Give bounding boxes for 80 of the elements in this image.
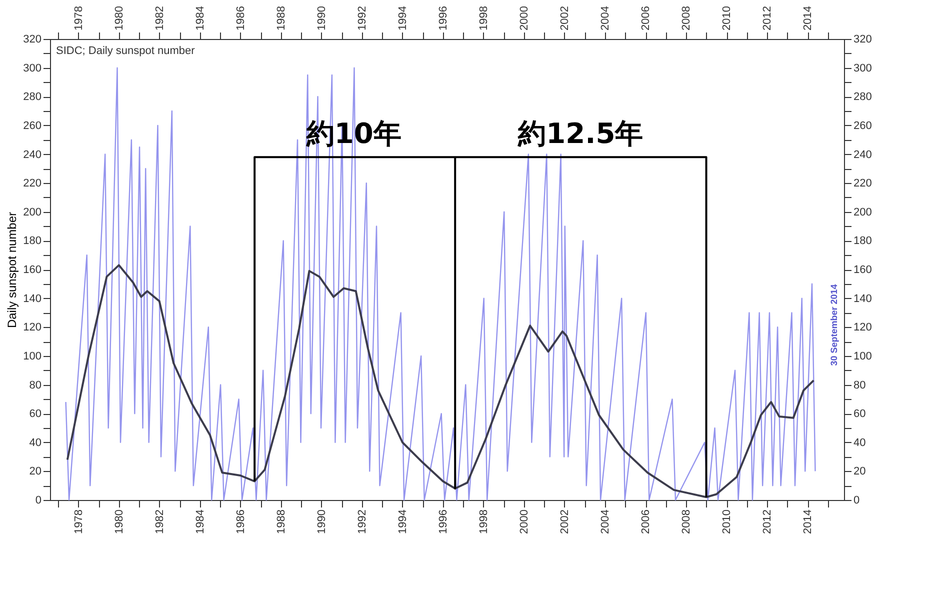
x-tick-label: 2006 [640,510,652,534]
y2-tick-label: 280 [854,91,872,104]
annotation: 30 September 2014 [829,284,839,366]
x-tick-label: 2004 [599,510,612,534]
y-tick-label: 180 [23,235,42,248]
y2-tick-label: 220 [854,178,872,190]
y2-tick-label: 120 [854,322,872,334]
x2-tick-label: 2006 [640,6,652,30]
y-tick-label: 240 [23,148,42,161]
y2-tick-label: 140 [854,292,872,305]
x-tick-label: 1998 [478,510,490,534]
line-series [254,156,708,498]
x2-tick-label: 1982 [154,6,166,30]
line-series [65,67,816,501]
x2-tick-label: 1984 [194,6,206,30]
y-tick-label: 140 [23,292,42,305]
x2-tick-label: 1994 [396,6,409,30]
y2-tick-label: 180 [854,235,872,248]
x2-tick-label: 1998 [478,6,490,30]
y-tick-label: 40 [29,436,42,449]
x-tick-label: 1984 [194,510,206,534]
x-tick-label: 1980 [113,510,126,534]
x2-tick-label: 1988 [275,6,288,30]
y-tick-label: 0 [35,494,42,506]
y2-tick-label: 320 [854,34,872,46]
x-tick-label: 1992 [356,510,368,534]
y2-tick-label: 160 [854,264,872,276]
y2-tick-label: 20 [854,466,866,478]
x-tick-label: 2012 [762,510,774,534]
x2-tick-label: 2004 [599,6,612,30]
y-tick-label: 200 [23,206,42,218]
y-axis-title: Daily sunspot number [5,212,20,328]
x-tick-label: 1990 [316,510,328,534]
x-tick-label: 1988 [275,510,288,534]
x-tick-label: 1982 [154,510,166,534]
y-tick-label: 260 [23,120,42,132]
y2-tick-label: 240 [854,148,872,161]
annotation: 約10年 [305,117,402,150]
y-tick-label: 220 [23,178,42,190]
x-tick-label: 2010 [721,510,734,534]
x-tick-label: 2002 [558,510,571,534]
x-tick-label: 1994 [396,510,409,534]
y2-tick-label: 100 [854,350,872,362]
x2-tick-label: 1996 [437,6,450,30]
x2-tick-label: 1986 [234,6,247,30]
x-tick-label: 1986 [234,510,247,534]
y2-tick-label: 200 [854,206,872,218]
y-tick-label: 120 [23,322,42,334]
x2-tick-label: 2010 [721,6,734,30]
x2-tick-label: 2014 [802,6,814,30]
y2-tick-label: 0 [854,494,860,506]
x-tick-label: 1996 [437,510,450,534]
y-tick-label: 60 [29,408,42,420]
y2-tick-label: 80 [854,379,866,392]
y-tick-label: 80 [29,379,42,392]
x2-tick-label: 2002 [558,6,571,30]
x2-tick-label: 2012 [762,6,774,30]
y-tick-label: 160 [23,264,42,276]
y2-tick-label: 60 [854,408,866,420]
y2-tick-label: 260 [854,120,872,132]
x-tick-label: 2014 [802,510,814,534]
y-tick-label: 280 [23,91,42,104]
x-tick-label: 2000 [518,510,530,534]
line-series [66,264,815,498]
x2-tick-label: 1978 [72,6,85,30]
x-tick-label: 2008 [680,510,693,534]
y-tick-label: 20 [29,466,42,478]
y2-tick-label: 40 [854,436,866,449]
x2-tick-label: 1980 [113,6,126,30]
y-tick-label: 300 [23,62,42,74]
x2-tick-label: 2000 [518,6,530,30]
annotation: 約12.5年 [517,117,644,150]
y-tick-label: 100 [23,350,42,362]
x2-tick-label: 1990 [316,6,328,30]
x2-tick-label: 2008 [680,6,693,30]
y-tick-label: 320 [23,34,42,46]
text: SIDC; Daily sunspot number [56,45,196,57]
x2-tick-label: 1992 [356,6,368,30]
y2-tick-label: 300 [854,62,872,74]
x-tick-label: 1978 [72,510,85,534]
